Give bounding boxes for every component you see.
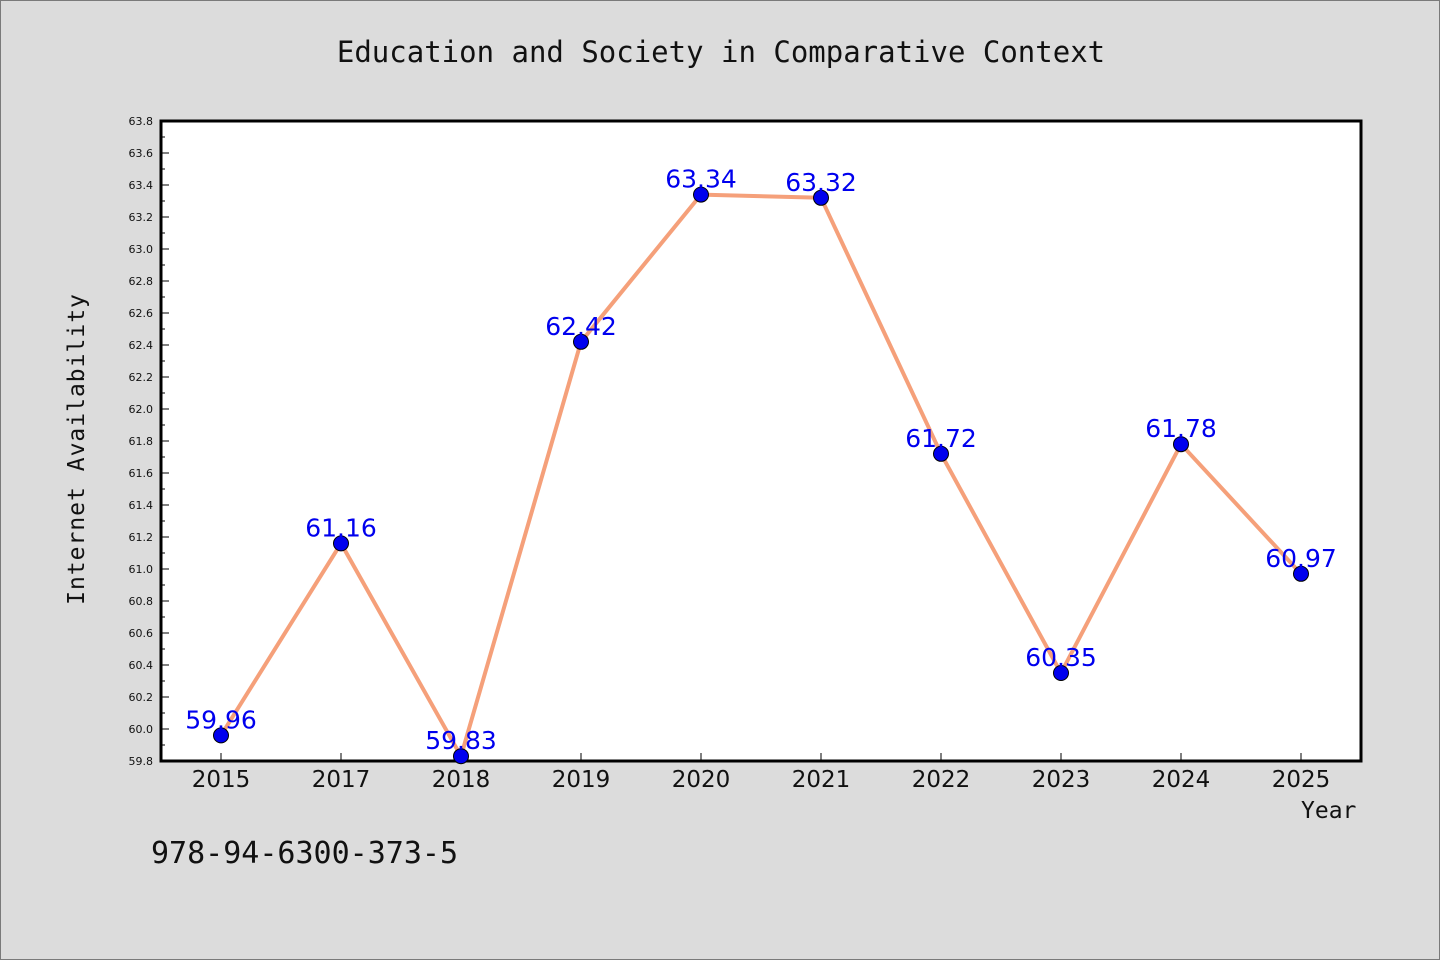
x-tick-label: 2021 xyxy=(792,767,851,793)
x-tick-label: 2023 xyxy=(1032,767,1091,793)
y-tick-label: 62.0 xyxy=(129,403,154,416)
data-point xyxy=(1053,665,1069,681)
y-tick-label: 63.6 xyxy=(129,147,154,160)
footer-code: 978-94-6300-373-5 xyxy=(151,836,459,871)
x-tick-label: 2019 xyxy=(552,767,611,793)
y-tick-label: 63.4 xyxy=(129,179,154,192)
x-tick-label: 2017 xyxy=(312,767,371,793)
y-tick-label: 62.4 xyxy=(129,339,154,352)
y-tick-label: 63.8 xyxy=(129,115,154,128)
x-axis-label: Year xyxy=(1301,798,1357,824)
y-tick-label: 60.4 xyxy=(129,659,154,672)
x-tick-label: 2024 xyxy=(1152,767,1211,793)
data-point xyxy=(1293,565,1309,582)
x-tick-label: 2018 xyxy=(432,767,491,793)
data-point xyxy=(933,445,949,462)
series-line xyxy=(219,192,1303,759)
y-tick-label: 60.6 xyxy=(129,627,154,640)
data-label: 61.16 xyxy=(305,513,377,542)
data-point xyxy=(573,333,589,350)
data-point xyxy=(333,535,349,552)
data-label: 63.34 xyxy=(665,165,737,194)
x-tick-label: 2022 xyxy=(912,767,971,793)
y-tick-label: 60.8 xyxy=(129,595,154,608)
y-tick-label: 63.0 xyxy=(129,243,154,256)
x-tick-label: 2025 xyxy=(1272,767,1331,793)
y-tick-label: 60.0 xyxy=(129,723,154,736)
data-label: 59.83 xyxy=(425,726,497,755)
y-tick-label: 59.8 xyxy=(129,755,154,768)
data-point xyxy=(813,189,829,206)
x-tick-label: 2015 xyxy=(192,767,251,793)
y-tick-label: 63.2 xyxy=(129,211,154,224)
plot-frame xyxy=(159,119,1363,763)
y-tick-label: 62.2 xyxy=(129,371,154,384)
y-tick-label: 61.4 xyxy=(129,499,154,512)
y-tick-label: 61.2 xyxy=(129,531,154,544)
chart-title: Education and Society in Comparative Con… xyxy=(336,35,1106,69)
data-label: 61.72 xyxy=(905,424,977,453)
y-tick-label: 61.6 xyxy=(129,467,154,480)
data-label: 63.32 xyxy=(785,168,857,197)
y-tick-label: 60.2 xyxy=(129,691,154,704)
data-point xyxy=(213,727,229,744)
data-point xyxy=(693,186,709,203)
x-tick-label: 2020 xyxy=(672,767,731,793)
data-point xyxy=(453,748,469,765)
y-tick-label: 62.6 xyxy=(129,307,154,320)
data-point xyxy=(1173,436,1189,453)
data-label: 60.35 xyxy=(1025,643,1097,672)
data-label: 62.42 xyxy=(545,312,617,341)
data-label: 59.96 xyxy=(185,705,257,734)
data-label: 61.78 xyxy=(1145,414,1217,443)
y-tick-label: 61.8 xyxy=(129,435,154,448)
data-label: 60.97 xyxy=(1265,544,1337,573)
y-tick-label: 62.8 xyxy=(129,275,154,288)
y-tick-label: 61.0 xyxy=(129,563,154,576)
